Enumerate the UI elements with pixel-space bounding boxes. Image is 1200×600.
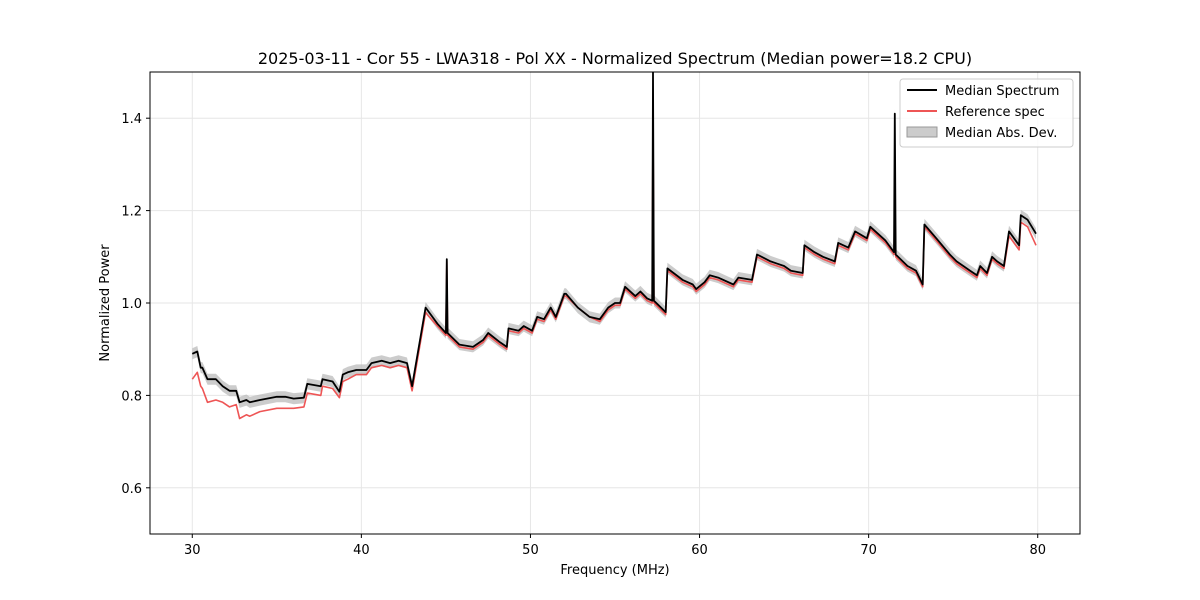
legend-mad-swatch [906,126,938,138]
chart-title: 2025-03-11 - Cor 55 - LWA318 - Pol XX - … [258,49,972,68]
y-tick-label: 0.8 [121,389,142,404]
legend: Median Spectrum Reference spec Median Ab… [899,78,1074,148]
x-tick-label: 30 [184,543,201,558]
x-tick-label: 40 [353,543,370,558]
y-tick-label: 1.0 [121,297,142,312]
reference-spec-line [191,112,1037,420]
x-tick-label: 80 [1029,543,1046,558]
legend-median-label: Median Spectrum [945,84,1059,99]
series-lines [191,72,1037,420]
y-axis-ticks: 0.6 0.8 1.0 1.2 1.4 [121,112,150,497]
x-tick-label: 70 [860,543,877,558]
legend-box [899,78,1074,148]
x-tick-label: 50 [522,543,539,558]
y-tick-label: 1.4 [121,112,142,127]
y-tick-label: 0.6 [121,482,142,497]
median-spectrum-line [191,72,1037,404]
legend-mad-label: Median Abs. Dev. [945,126,1057,141]
y-tick-label: 1.2 [121,205,142,220]
x-axis-label: Frequency (MHz) [560,563,669,578]
x-tick-label: 60 [691,543,708,558]
x-axis-ticks: 30 40 50 60 70 80 [184,534,1046,558]
legend-reference-label: Reference spec [945,105,1045,120]
y-axis-label: Normalized Power [98,244,113,362]
